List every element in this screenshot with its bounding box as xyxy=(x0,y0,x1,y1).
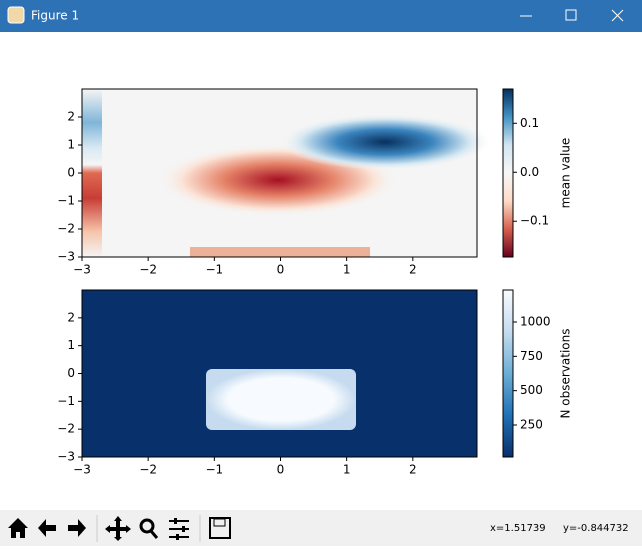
x-tick-label: −2 xyxy=(139,263,157,277)
y-tick-label: 0 xyxy=(67,166,75,180)
colorbar-tick-label: −0.1 xyxy=(520,214,549,228)
colorbar xyxy=(502,289,514,458)
toolbar-buttons[interactable] xyxy=(8,516,231,541)
colorbar-tick-label: 750 xyxy=(520,349,543,363)
x-tick-label: 1 xyxy=(343,463,351,477)
x-tick-label: −2 xyxy=(139,463,157,477)
y-tick-label: 2 xyxy=(67,310,75,324)
x-tick-label: −1 xyxy=(205,463,223,477)
y-tick-label: −1 xyxy=(57,194,75,208)
y-tick-label: 2 xyxy=(67,110,75,124)
x-tick-label: −1 xyxy=(205,263,223,277)
hexbin-field-1 xyxy=(82,89,490,257)
y-tick-label: −2 xyxy=(57,222,75,236)
y-tick-label: −3 xyxy=(57,450,75,464)
colorbar-tick-label: 1000 xyxy=(520,314,551,328)
status-y: y=-0.844732 xyxy=(563,523,629,534)
y-tick-label: 1 xyxy=(67,138,75,152)
hexbin-field-2 xyxy=(82,290,477,457)
window-title: Figure 1 xyxy=(31,9,79,23)
colorbar-tick-label: 0.1 xyxy=(520,116,539,130)
x-tick-label: 0 xyxy=(277,463,285,477)
x-tick-label: −3 xyxy=(73,263,91,277)
window-controls[interactable] xyxy=(520,9,624,22)
toolbar xyxy=(0,510,642,546)
colorbar-label: N observations xyxy=(559,328,573,418)
y-tick-label: −3 xyxy=(57,250,75,264)
toolbar-separators xyxy=(96,515,201,542)
y-tick-label: 0 xyxy=(67,366,75,380)
x-tick-label: −3 xyxy=(73,463,91,477)
colorbar-tick-label: 500 xyxy=(520,383,543,397)
x-tick-label: 2 xyxy=(409,463,417,477)
colorbar-label: mean value xyxy=(559,138,573,209)
y-tick-label: −2 xyxy=(57,422,75,436)
colorbar-tick-label: 250 xyxy=(520,418,543,432)
y-tick-label: −1 xyxy=(57,394,75,408)
x-tick-label: 2 xyxy=(409,263,417,277)
app-icon xyxy=(7,6,25,24)
colorbar-tick-label: 0.0 xyxy=(520,165,539,179)
y-tick-label: 1 xyxy=(67,338,75,352)
colorbar xyxy=(502,88,514,258)
status-x: x=1.51739 xyxy=(490,523,546,534)
title-bar xyxy=(0,0,642,32)
x-tick-label: 1 xyxy=(343,263,351,277)
x-tick-label: 0 xyxy=(277,263,285,277)
